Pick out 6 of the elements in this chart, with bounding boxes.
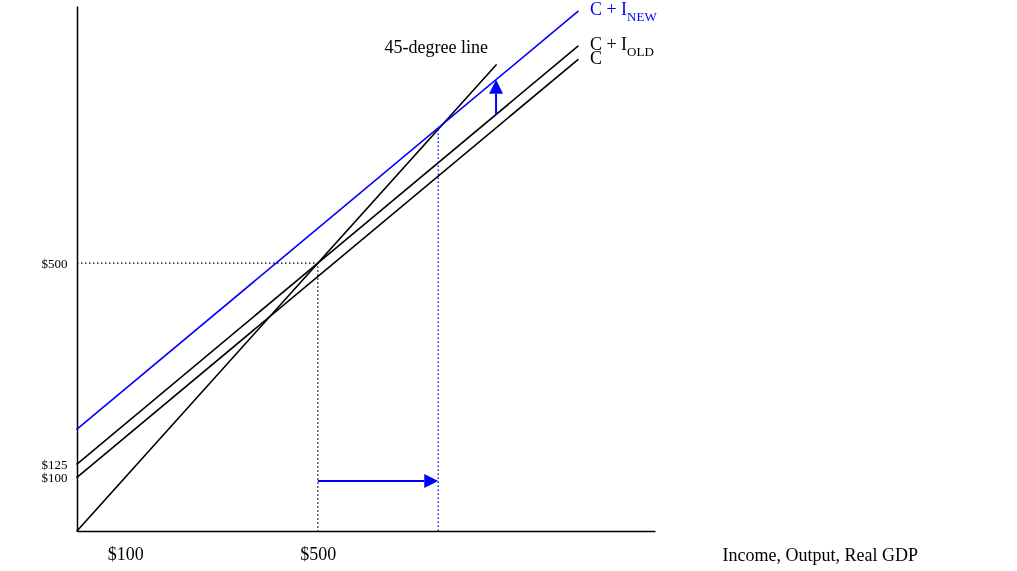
x-axis-title: Income, Output, Real GDP — [722, 544, 918, 565]
y-tick-label: $100 — [41, 469, 68, 485]
series-label: C + I$_{NEW}$ — [589, 0, 658, 25]
series-label: 45-degree line — [384, 37, 489, 58]
y-tick-label: $500 — [41, 255, 68, 271]
y-tick-label: $125 — [41, 456, 68, 472]
